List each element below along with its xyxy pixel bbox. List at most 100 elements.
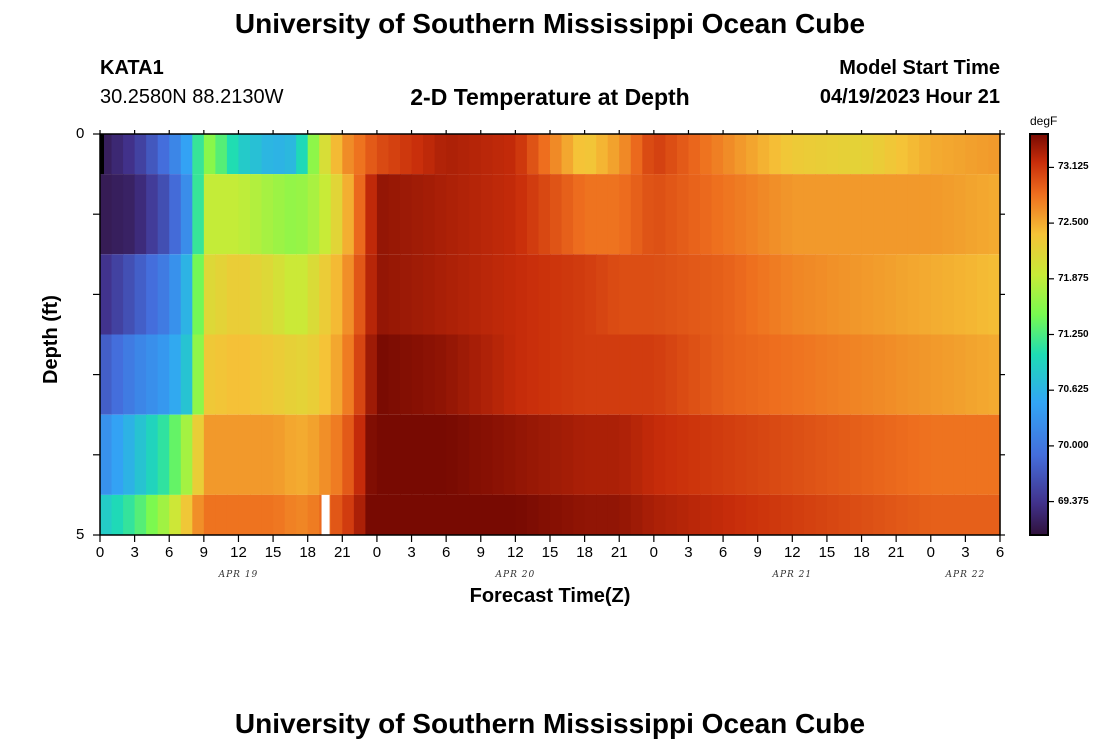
heatmap-cell — [550, 494, 563, 535]
heatmap-cell — [526, 334, 540, 415]
heatmap-cell — [146, 494, 159, 535]
heatmap-cell — [723, 174, 736, 255]
heatmap-cell — [307, 174, 320, 255]
heatmap-cell — [838, 414, 851, 495]
heatmap-cell — [342, 334, 355, 415]
heatmap-cell — [123, 134, 136, 175]
heatmap-cell — [273, 414, 286, 495]
heatmap-cell — [238, 494, 251, 535]
heatmap-cell — [100, 254, 113, 335]
heatmap-cell — [365, 334, 378, 415]
heatmap-cell — [861, 174, 874, 255]
heatmap-cell — [907, 414, 920, 495]
heatmap-cell — [619, 174, 632, 255]
heatmap-cell — [746, 174, 759, 255]
heatmap-cell — [965, 174, 978, 255]
heatmap-cell — [146, 334, 159, 415]
heatmap-cell — [700, 494, 713, 535]
bottom-title: University of Southern Mississippi Ocean… — [234, 708, 866, 739]
heatmap-cell — [157, 134, 170, 175]
heatmap-cell — [480, 174, 493, 255]
heatmap-cell — [803, 174, 816, 255]
heatmap-cell — [573, 494, 586, 535]
heatmap-cell — [296, 254, 309, 335]
heatmap-cell — [423, 334, 436, 415]
heatmap-cell — [826, 494, 840, 535]
heatmap-cell — [688, 174, 701, 255]
heatmap-cell — [319, 174, 332, 255]
x-tick-label: 21 — [610, 544, 628, 561]
heatmap-cell — [342, 174, 355, 255]
heatmap-cell — [665, 414, 678, 495]
x-tick-label: 18 — [299, 544, 317, 561]
heatmap-cell — [307, 334, 320, 415]
heatmap-cell — [550, 414, 563, 495]
heatmap-cell — [988, 334, 1001, 415]
heatmap-cell — [192, 414, 205, 495]
chart-title: 2-D Temperature at Depth — [410, 84, 690, 110]
heatmap-cell — [469, 334, 482, 415]
heatmap-cell — [896, 494, 909, 535]
colorbar-tick-label: 71.875 — [1058, 272, 1089, 284]
heatmap-cell — [330, 414, 343, 495]
heatmap-cell — [665, 254, 678, 335]
x-tick-label: 0 — [372, 544, 382, 561]
heatmap-cell — [711, 414, 724, 495]
heatmap-cell — [988, 134, 1001, 175]
heatmap-cell — [446, 134, 459, 175]
heatmap-cell — [896, 254, 909, 335]
heatmap-cell — [400, 254, 413, 335]
heatmap-cell — [376, 494, 390, 535]
heatmap-cell — [861, 334, 874, 415]
heatmap-cell — [988, 494, 1001, 535]
heatmap-cell — [100, 494, 113, 535]
heatmap-cell — [273, 174, 286, 255]
heatmap-cell — [515, 334, 528, 415]
heatmap-cell — [226, 494, 240, 535]
heatmap-cell — [215, 414, 228, 495]
heatmap-cell — [942, 174, 955, 255]
heatmap-cell — [457, 334, 470, 415]
heatmap-cell — [619, 414, 632, 495]
heatmap-cell — [907, 254, 920, 335]
heatmap-cell — [757, 494, 770, 535]
heatmap-cell — [734, 334, 747, 415]
heatmap-cell — [134, 254, 147, 335]
heatmap-cell — [111, 494, 124, 535]
heatmap-cell — [665, 494, 678, 535]
colorbar-tick-label: 72.500 — [1058, 217, 1089, 229]
heatmap-cell — [630, 494, 643, 535]
heatmap-cell — [423, 494, 436, 535]
x-tick-label: 6 — [718, 544, 728, 561]
heatmap-cell — [850, 254, 863, 335]
heatmap-cell — [596, 174, 609, 255]
x-tick-label: 21 — [887, 544, 905, 561]
heatmap-cell — [353, 414, 366, 495]
heatmap-cell — [619, 494, 632, 535]
x-tick-label: 9 — [753, 544, 762, 561]
heatmap-cell — [561, 414, 574, 495]
heatmap-cell — [296, 334, 309, 415]
y-tick-label: 0 — [76, 125, 85, 142]
heatmap-cell — [942, 494, 955, 535]
heatmap-cell — [688, 494, 701, 535]
heatmap-cell — [238, 334, 251, 415]
heatmap-cell — [734, 134, 747, 175]
heatmap-cell — [411, 134, 424, 175]
x-tick-label: 15 — [818, 544, 836, 561]
heatmap-cell — [700, 414, 713, 495]
colorbar-tick-label: 73.125 — [1058, 161, 1089, 173]
heatmap-cell — [134, 334, 147, 415]
heatmap-cell — [365, 134, 378, 175]
heatmap-cell — [388, 254, 401, 335]
heatmap-cell — [100, 174, 113, 255]
heatmap-cell — [584, 334, 597, 415]
heatmap-cell — [965, 134, 978, 175]
heatmap-cell — [123, 334, 136, 415]
heatmap-cell — [965, 494, 978, 535]
heatmap-cell — [469, 134, 482, 175]
heatmap-cell — [746, 414, 759, 495]
heatmap-cell — [261, 414, 274, 495]
heatmap-cell — [146, 414, 159, 495]
heatmap-cell — [607, 334, 620, 415]
